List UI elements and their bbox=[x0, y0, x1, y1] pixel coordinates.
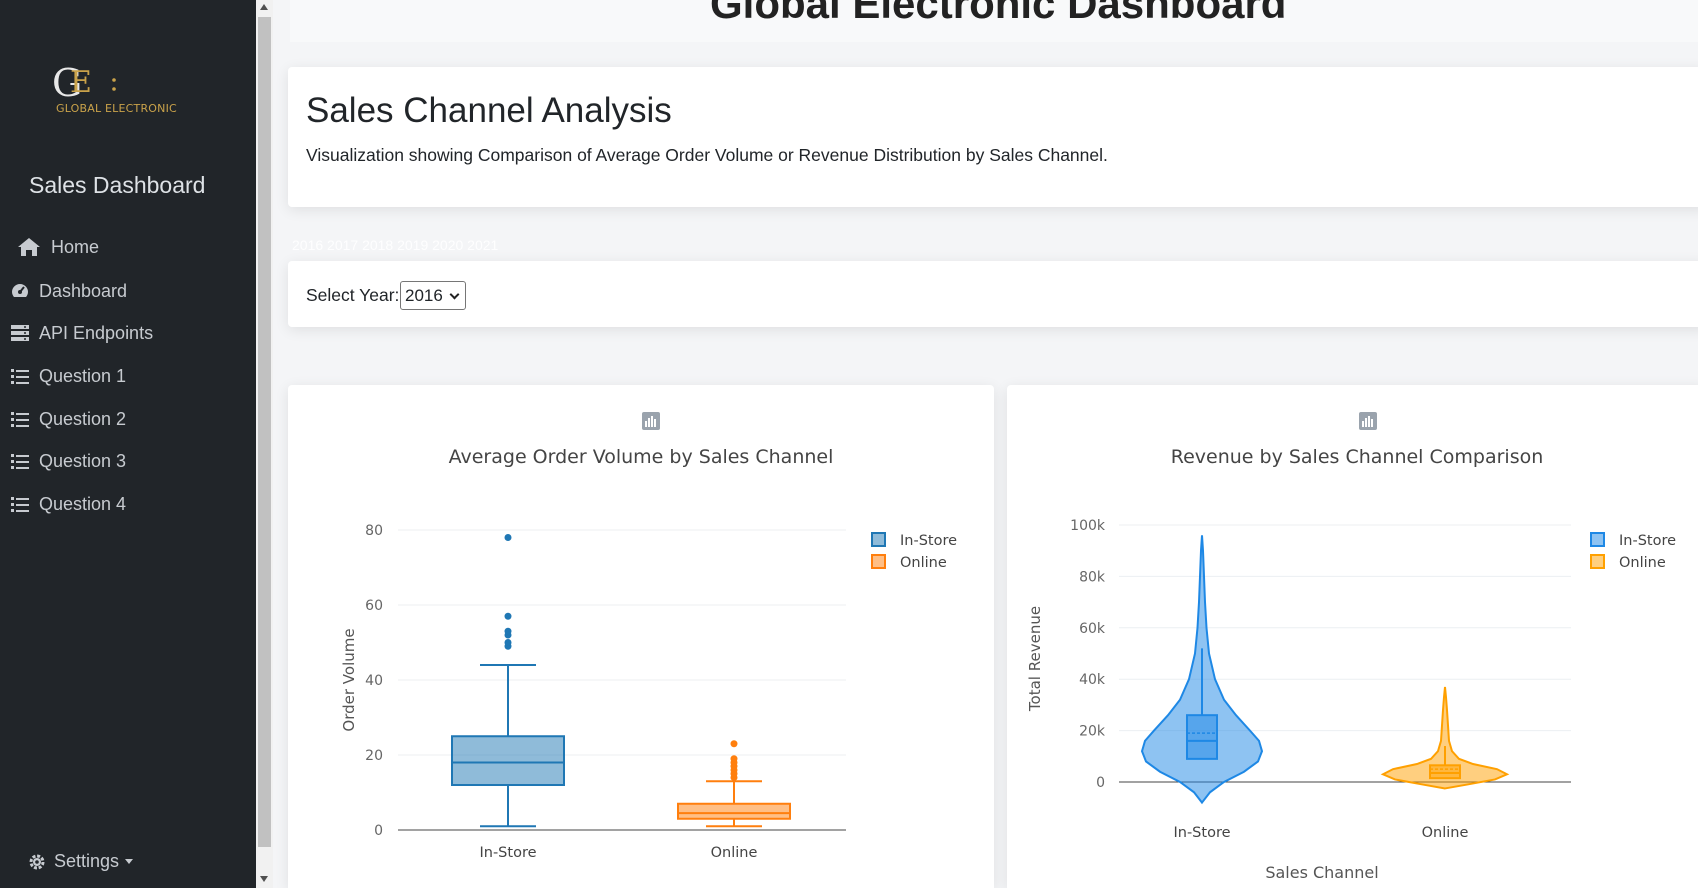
box-outlier bbox=[730, 755, 738, 763]
box-iqr bbox=[677, 802, 791, 820]
legend-swatch bbox=[871, 554, 886, 569]
list-icon bbox=[11, 497, 29, 512]
chart-title: Average Order Volume by Sales Channel bbox=[449, 446, 834, 468]
legend-label: In-Store bbox=[1619, 533, 1676, 549]
y-axis-title: Order Volume bbox=[340, 628, 358, 731]
y-tick-label: 40k bbox=[1079, 672, 1106, 688]
year-label: Select Year: bbox=[306, 285, 400, 305]
page-scrollbar[interactable] bbox=[256, 0, 273, 888]
year-options-ghost: 2016 2017 2018 2019 2020 2021 bbox=[292, 237, 499, 253]
y-tick-label: 20k bbox=[1079, 724, 1106, 740]
violin-chart-card: Revenue by Sales Channel Comparison 0 20k 4… bbox=[1007, 385, 1698, 888]
x-tick-label: Online bbox=[1422, 825, 1469, 841]
box-outlier bbox=[730, 740, 738, 748]
box-outlier bbox=[504, 639, 512, 646]
list-icon bbox=[11, 454, 29, 469]
sidebar-item-label: Question 1 bbox=[39, 365, 127, 386]
y-tick-label: 60k bbox=[1079, 621, 1106, 637]
chart-modebar bbox=[1359, 412, 1649, 432]
settings-dropdown[interactable]: Settings bbox=[28, 851, 134, 872]
section-description: Visualization showing Comparison of Aver… bbox=[306, 145, 1108, 165]
y-tick-label: 0 bbox=[374, 823, 383, 839]
brand-logo: G E bbox=[52, 61, 116, 105]
violin-plot: Revenue by Sales Channel Comparison 0 20k 4… bbox=[1026, 446, 1676, 882]
box-outlier bbox=[504, 612, 512, 620]
gear-icon bbox=[29, 854, 45, 869]
section-card: Sales Channel Analysis Visualization sho… bbox=[288, 67, 1698, 207]
page-title: Global Electronic Dashboard bbox=[710, 0, 1287, 27]
box-outlier bbox=[504, 534, 512, 541]
gauge-icon bbox=[12, 284, 28, 297]
settings-label: Settings bbox=[54, 851, 120, 871]
box-plot: Average Order Volume by Sales Channel 0 20… bbox=[340, 446, 957, 861]
sidebar-item-home[interactable]: Home bbox=[16, 234, 99, 260]
box-iqr bbox=[451, 735, 565, 786]
legend-label: In-Store bbox=[900, 533, 957, 549]
violin-body bbox=[1380, 686, 1510, 790]
svg-text:E: E bbox=[70, 65, 92, 100]
sidebar-item-question-4[interactable]: Question 4 bbox=[10, 491, 126, 517]
home-icon bbox=[18, 238, 40, 256]
sidebar-item-label: Dashboard bbox=[39, 280, 128, 301]
x-tick-label: Online bbox=[711, 845, 758, 861]
x-tick-label: In-Store bbox=[1173, 825, 1230, 841]
y-tick-label: 80k bbox=[1079, 569, 1106, 585]
list-icon bbox=[11, 369, 29, 384]
scroll-thumb[interactable] bbox=[258, 17, 271, 847]
legend-swatch bbox=[871, 532, 886, 547]
year-select[interactable]: 2016 bbox=[400, 281, 466, 310]
y-tick-label: 60 bbox=[365, 598, 383, 614]
chevron-down-icon bbox=[449, 289, 460, 300]
list-icon bbox=[11, 412, 29, 427]
year-select-value: 2016 bbox=[405, 286, 443, 305]
server-icon bbox=[11, 325, 29, 341]
legend-label: Online bbox=[1619, 555, 1666, 571]
header-bar: Global Electronic Dashboard bbox=[290, 0, 1698, 42]
sidebar-item-label: Question 3 bbox=[39, 450, 127, 471]
caret-down-icon bbox=[125, 859, 134, 864]
plotly-logo-icon[interactable] bbox=[1359, 412, 1649, 432]
sidebar-item-api-endpoints[interactable]: API Endpoints bbox=[10, 320, 153, 346]
chart-title: Revenue by Sales Channel Comparison bbox=[1171, 446, 1544, 468]
sidebar-item-dashboard[interactable]: Dashboard bbox=[10, 278, 127, 304]
year-filter-card: Select Year: 2016 bbox=[288, 261, 1698, 327]
sidebar-title: Sales Dashboard bbox=[29, 172, 206, 198]
sidebar-item-question-1[interactable]: Question 1 bbox=[10, 363, 126, 389]
sidebar-item-label: API Endpoints bbox=[39, 322, 154, 343]
brand-text: GLOBAL ELECTRONIC bbox=[56, 102, 177, 115]
legend-swatch bbox=[1590, 554, 1605, 569]
legend-label: Online bbox=[900, 555, 947, 571]
x-tick-label: In-Store bbox=[479, 845, 536, 861]
plotly-logo-icon[interactable] bbox=[642, 412, 932, 432]
y-axis-title: Total Revenue bbox=[1026, 606, 1044, 712]
section-title: Sales Channel Analysis bbox=[306, 91, 672, 130]
y-tick-label: 80 bbox=[365, 523, 383, 539]
sidebar-item-label: Home bbox=[51, 236, 100, 257]
chart-modebar bbox=[642, 412, 932, 432]
sidebar: G E GLOBAL ELECTRONIC Sales Dashboard Ho… bbox=[0, 0, 256, 888]
y-tick-label: 40 bbox=[365, 673, 383, 689]
box-outlier bbox=[504, 627, 512, 635]
sidebar-item-question-2[interactable]: Question 2 bbox=[10, 406, 126, 432]
violin-box bbox=[1429, 764, 1461, 780]
violin-box bbox=[1186, 714, 1218, 760]
legend-swatch bbox=[1590, 532, 1605, 547]
y-tick-label: 100k bbox=[1070, 518, 1106, 534]
y-tick-label: 20 bbox=[365, 748, 383, 764]
svg-text:G: G bbox=[52, 61, 82, 105]
sidebar-item-label: Question 4 bbox=[39, 493, 127, 514]
x-axis-title: Sales Channel bbox=[1265, 863, 1378, 882]
sidebar-item-label: Question 2 bbox=[39, 408, 127, 429]
sidebar-item-question-3[interactable]: Question 3 bbox=[10, 448, 126, 474]
box-chart-card: Average Order Volume by Sales Channel 0 20… bbox=[288, 385, 994, 888]
scroll-up-arrow-icon[interactable] bbox=[260, 4, 268, 10]
y-tick-label: 0 bbox=[1096, 775, 1105, 791]
scroll-down-arrow-icon[interactable] bbox=[260, 876, 268, 882]
